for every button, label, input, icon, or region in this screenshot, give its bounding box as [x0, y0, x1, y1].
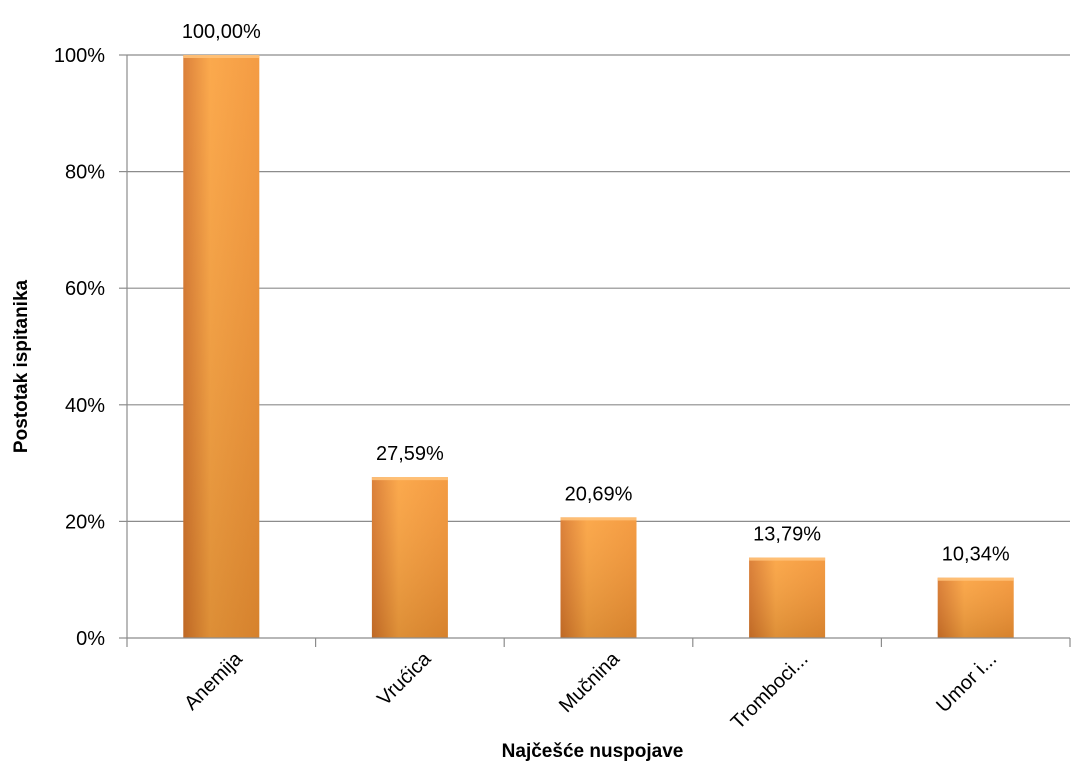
y-axis-title: Postotak ispitanika — [11, 279, 32, 453]
bar-shade — [749, 557, 826, 638]
data-label: 20,69% — [565, 483, 633, 505]
x-tick-label: Vrućica — [373, 647, 436, 710]
data-label: 13,79% — [753, 524, 821, 546]
gridlines — [127, 54, 1070, 523]
y-tick-label: 100% — [54, 45, 105, 67]
bar-shade — [371, 477, 448, 638]
bar-top-highlight — [937, 577, 1014, 581]
bar-shade — [560, 517, 637, 638]
bar-shade — [937, 577, 1014, 638]
bar-shade — [183, 55, 260, 638]
bar-top-highlight — [183, 55, 260, 58]
axes — [119, 54, 1071, 647]
data-label: 27,59% — [376, 443, 444, 465]
y-tick-label: 80% — [65, 162, 105, 184]
x-tick-label: Mučnina — [555, 647, 625, 717]
data-label: 10,34% — [942, 544, 1010, 566]
bar-top-highlight — [560, 517, 637, 521]
bar-top-highlight — [371, 477, 448, 481]
bar-top-highlight — [749, 557, 826, 561]
x-tick-label: Umor i... — [932, 648, 1001, 717]
y-tick-label: 0% — [76, 628, 105, 650]
x-tick-label: Anemija — [180, 647, 247, 714]
y-tick-label: 20% — [65, 511, 105, 533]
y-tick-label: 40% — [65, 395, 105, 417]
y-tick-label: 60% — [65, 278, 105, 300]
data-label: 100,00% — [182, 21, 261, 43]
x-tick-label: Tromboci... — [727, 648, 813, 734]
x-axis-title: Najčešće nuspojave — [502, 741, 684, 762]
bars — [183, 55, 1014, 638]
